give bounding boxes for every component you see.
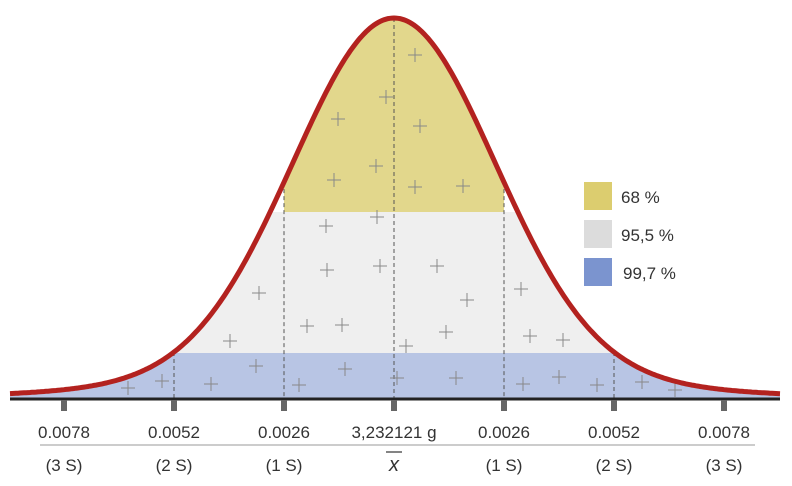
plus-marker: [668, 383, 682, 397]
plus-marker: [439, 325, 453, 339]
plus-marker: [204, 377, 218, 391]
axis-value-label: 0.0052: [588, 423, 640, 442]
plus-marker: [370, 210, 384, 224]
sigma-label: (1 S): [266, 456, 303, 475]
plus-marker: [292, 378, 306, 392]
legend-label: 68 %: [621, 188, 660, 207]
plus-marker: [390, 371, 404, 385]
plus-marker: [335, 318, 349, 332]
plus-marker: [155, 374, 169, 388]
bell-curve: [9, 15, 781, 397]
sigma-label: (2 S): [156, 456, 193, 475]
legend-swatch: [584, 182, 612, 210]
plus-marker: [408, 48, 422, 62]
plus-marker: [552, 370, 566, 384]
legend-swatch: [584, 258, 612, 286]
mean-symbol: x: [388, 454, 400, 476]
plus-marker: [456, 179, 470, 193]
sigma-label: (3 S): [46, 456, 83, 475]
band-95-5: [174, 212, 614, 353]
sigma-label: (3 S): [706, 456, 743, 475]
sigma-label: (1 S): [486, 456, 523, 475]
plus-marker: [460, 293, 474, 307]
axis-tick: [721, 400, 727, 411]
plus-marker: [379, 90, 393, 104]
axis-tick: [391, 400, 397, 411]
plus-marker: [516, 377, 530, 391]
plus-marker: [121, 381, 135, 395]
axis-value-label: 0.0026: [478, 423, 530, 442]
legend-swatch: [584, 220, 612, 248]
plus-marker: [373, 259, 387, 273]
plus-marker: [320, 263, 334, 277]
plus-marker: [399, 339, 413, 353]
axis-tick: [171, 400, 177, 411]
plus-marker: [300, 319, 314, 333]
plus-marker: [556, 333, 570, 347]
plus-marker: [369, 159, 383, 173]
axis-value-label: 0.0078: [38, 423, 90, 442]
axis-value-label: 0.0026: [258, 423, 310, 442]
plus-marker: [252, 286, 266, 300]
plus-marker: [223, 334, 237, 348]
plus-marker: [635, 375, 649, 389]
plus-marker: [449, 371, 463, 385]
plus-marker: [408, 180, 422, 194]
band-99-7: [10, 353, 780, 399]
plus-marker: [413, 119, 427, 133]
axis-tick: [61, 400, 67, 411]
plus-marker: [319, 219, 333, 233]
sigma-label: (2 S): [596, 456, 633, 475]
plus-marker: [249, 359, 263, 373]
axis-tick: [611, 400, 617, 411]
axis-tick: [281, 400, 287, 411]
plus-marker: [338, 362, 352, 376]
axis-value-label: 0.0078: [698, 423, 750, 442]
plus-marker: [331, 112, 345, 126]
plus-marker: [430, 259, 444, 273]
plus-marker: [523, 329, 537, 343]
plus-marker: [590, 378, 604, 392]
legend-label: 99,7 %: [623, 264, 676, 283]
legend-label: 95,5 %: [621, 226, 674, 245]
axis-tick: [501, 400, 507, 411]
plus-marker: [327, 173, 341, 187]
plus-marker: [514, 282, 528, 296]
axis-value-label: 0.0052: [148, 423, 200, 442]
axis-value-label: 3,232121 g: [351, 423, 436, 442]
